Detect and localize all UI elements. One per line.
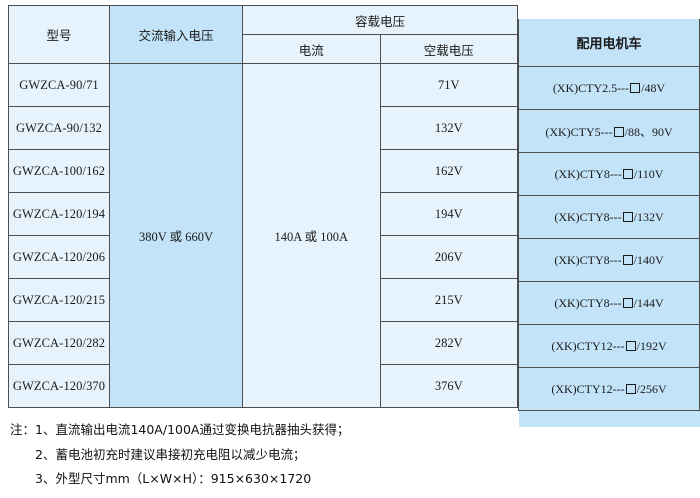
table-row: GWZCA-120/282 282V [8, 321, 518, 365]
table-row: (XK)CTY8--- /144V [518, 281, 700, 325]
motorcar-column-table: 配用电机车 (XK)CTY2.5--- /48V (XK)CTY5--- /88、9… [518, 19, 700, 427]
note-line-2: 2、蓄电池初充时建议串接初充电阻以减少电流； [35, 446, 306, 462]
cell-model: GWZCA-100/162 [8, 149, 110, 193]
cell-model: GWZCA-120/282 [8, 321, 110, 365]
cell-ac-input-voltage-merged: 380V 或 660V [109, 63, 243, 408]
motorcar-suffix: /110V [633, 166, 664, 181]
motorcar-suffix: /256V [636, 381, 667, 396]
cell-motorcar: (XK)CTY8--- /110V [518, 152, 700, 196]
cell-current-merged: 140A 或 100A [242, 63, 381, 408]
square-placeholder-icon [622, 255, 633, 266]
table-row: GWZCA-120/194 194V [8, 192, 518, 236]
table-row: (XK)CTY12--- /192V [518, 324, 700, 368]
cell-motorcar: (XK)CTY12--- /256V [518, 367, 700, 411]
motorcar-suffix: /192V [636, 338, 667, 353]
table-row: GWZCA-90/132 132V [8, 106, 518, 150]
square-placeholder-icon [622, 298, 633, 309]
cell-motorcar: (XK)CTY8--- /144V [518, 281, 700, 325]
motorcar-header-row: 配用电机车 [518, 19, 700, 67]
column-header-load-voltage-group: 容载电压 [242, 5, 518, 35]
cell-model: GWZCA-120/206 [8, 235, 110, 279]
cell-motorcar: (XK)CTY8--- /132V [518, 195, 700, 239]
motorcar-prefix: (XK)CTY8--- [554, 209, 622, 224]
table-row: GWZCA-120/370 376V [8, 364, 518, 408]
table-row: (XK)CTY8--- /110V [518, 152, 700, 196]
cell-model: GWZCA-120/215 [8, 278, 110, 322]
square-placeholder-icon [625, 341, 636, 352]
motorcar-suffix: /88、90V [624, 124, 673, 139]
square-placeholder-icon [630, 83, 641, 94]
motorcar-prefix: (XK)CTY12--- [551, 338, 625, 353]
cell-no-load-voltage: 194V [379, 192, 518, 236]
motorcar-prefix: (XK)CTY12--- [551, 381, 625, 396]
note-line-1: 注：1、直流输出电流140A/100A通过变换电抗器抽头获得； [10, 422, 350, 437]
table-row: (XK)CTY12--- /256V [518, 367, 700, 411]
column-header-ac-input-voltage: 交流输入电压 [109, 5, 243, 64]
motorcar-column-tail [518, 410, 700, 427]
motorcar-prefix: (XK)CTY8--- [554, 295, 622, 310]
cell-no-load-voltage: 71V [379, 63, 518, 107]
table-row: (XK)CTY8--- /140V [518, 238, 700, 282]
table-row: GWZCA-90/71 380V 或 660V 140A 或 100A 71V [8, 63, 518, 408]
cell-model: GWZCA-120/194 [8, 192, 110, 236]
motorcar-prefix: (XK)CTY2.5--- [552, 80, 630, 95]
cell-motorcar: (XK)CTY2.5--- /48V [518, 66, 700, 110]
table-row: GWZCA-100/162 162V [8, 149, 518, 193]
square-placeholder-icon [613, 127, 624, 138]
column-header-model: 型号 [8, 5, 110, 64]
table-row: (XK)CTY8--- /132V [518, 195, 700, 239]
notes-block: 注：1、直流输出电流140A/100A通过变换电抗器抽头获得； 2、蓄电池初充时… [10, 422, 610, 498]
square-placeholder-icon [625, 384, 636, 395]
table-row: GWZCA-120/206 206V [8, 235, 518, 279]
cell-motorcar: (XK)CTY8--- /140V [518, 238, 700, 282]
motorcar-prefix: (XK)CTY5--- [545, 124, 613, 139]
cell-no-load-voltage: 376V [379, 364, 518, 408]
table-row: GWZCA-120/215 215V [8, 278, 518, 322]
column-header-current: 电流 [242, 34, 381, 64]
cell-no-load-voltage: 132V [379, 106, 518, 150]
header-row-sub: 电流 空载电压 [9, 34, 518, 64]
column-header-motorcar: 配用电机车 [518, 19, 700, 67]
square-placeholder-icon [622, 212, 633, 223]
cell-no-load-voltage: 162V [379, 149, 518, 193]
cell-no-load-voltage: 215V [379, 278, 518, 322]
motorcar-prefix: (XK)CTY8--- [554, 252, 622, 267]
motorcar-prefix: (XK)CTY8--- [554, 166, 622, 181]
cell-no-load-voltage: 206V [379, 235, 518, 279]
motorcar-suffix: /144V [633, 295, 664, 310]
square-placeholder-icon [622, 169, 633, 180]
note-line-3: 3、外型尺寸mm（L×W×H）：915×630×1720 [35, 471, 312, 486]
motorcar-column-tail-fill [518, 410, 700, 427]
motorcar-suffix: /140V [633, 252, 664, 267]
cell-no-load-voltage: 282V [379, 321, 518, 365]
specification-table: 型号 交流输入电压 容载电压 电流 空载电压 GWZCA-90/71 380V … [8, 5, 518, 408]
motorcar-suffix: /132V [633, 209, 664, 224]
header-row-top: 型号 交流输入电压 容载电压 [8, 5, 518, 64]
cell-motorcar: (XK)CTY5--- /88、90V [518, 109, 700, 153]
motorcar-suffix: /48V [641, 80, 666, 95]
cell-model: GWZCA-90/71 [8, 63, 110, 107]
cell-motorcar: (XK)CTY12--- /192V [518, 324, 700, 368]
column-header-no-load-voltage: 空载电压 [379, 34, 518, 64]
table-row: (XK)CTY5--- /88、90V [518, 109, 700, 153]
cell-model: GWZCA-90/132 [8, 106, 110, 150]
cell-model: GWZCA-120/370 [8, 364, 110, 408]
table-row: (XK)CTY2.5--- /48V [518, 66, 700, 110]
